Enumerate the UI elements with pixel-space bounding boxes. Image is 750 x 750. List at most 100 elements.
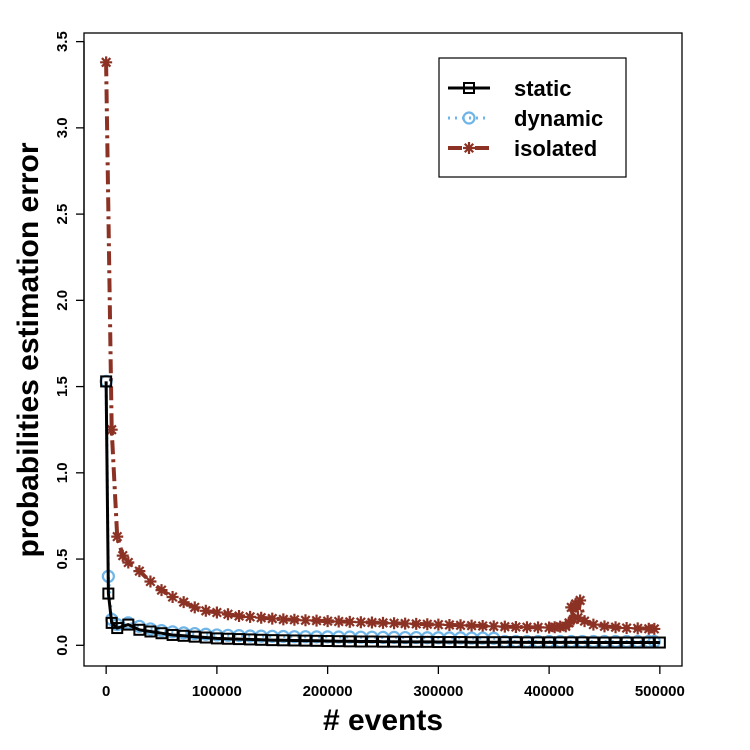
data-point-static — [102, 587, 115, 600]
data-point-isolated — [244, 610, 257, 623]
data-point-static — [277, 634, 290, 647]
y-axis: 0.0 0.5 1.0 1.5 2.0 2.5 3.0 3.5 — [54, 31, 85, 656]
x-tick-label: 0 — [102, 683, 110, 700]
data-point-static — [399, 635, 412, 648]
data-point-isolated — [133, 565, 146, 578]
data-point-static — [244, 633, 257, 646]
data-point-isolated — [410, 617, 423, 630]
data-point-static — [133, 623, 146, 636]
legend-label-static: static — [514, 76, 571, 101]
y-tick-label: 2.0 — [54, 290, 71, 311]
x-tick-label: 300000 — [413, 683, 463, 700]
data-point-static — [288, 634, 301, 647]
data-point-isolated — [520, 621, 533, 634]
data-point-static — [100, 375, 113, 388]
data-point-isolated — [421, 618, 434, 631]
data-point-static — [454, 636, 467, 649]
data-point-isolated — [620, 622, 633, 635]
data-point-isolated — [122, 556, 135, 569]
data-point-isolated — [571, 611, 584, 624]
data-point-static — [609, 636, 622, 649]
series-layer — [99, 56, 666, 649]
data-point-static — [343, 635, 356, 648]
data-point-isolated — [578, 615, 591, 628]
data-point-static — [410, 635, 423, 648]
legend: static dynamic isolated — [438, 57, 627, 178]
data-point-static — [144, 625, 157, 638]
data-point-isolated — [574, 594, 587, 607]
data-point-isolated — [111, 530, 124, 543]
legend-item-dynamic: dynamic — [448, 106, 603, 131]
data-point-isolated — [343, 615, 356, 628]
data-point-static — [332, 635, 345, 648]
data-point-static — [365, 635, 378, 648]
data-point-isolated — [116, 549, 129, 562]
legend-label-isolated: isolated — [514, 136, 597, 161]
data-point-static — [111, 622, 124, 635]
data-point-static — [631, 636, 644, 649]
data-point-isolated — [454, 619, 467, 632]
data-point-isolated — [465, 619, 478, 632]
legend-item-isolated: isolated — [448, 136, 597, 161]
data-point-isolated — [631, 622, 644, 635]
data-point-static — [498, 636, 511, 649]
data-point-isolated — [399, 617, 412, 630]
data-point-isolated — [266, 612, 279, 625]
data-point-static — [155, 627, 168, 640]
series-line-static — [104, 381, 660, 644]
data-point-isolated — [648, 622, 661, 635]
data-point-isolated — [509, 621, 522, 634]
legend-item-static: static — [448, 76, 571, 101]
data-point-isolated — [221, 608, 234, 621]
legend-marker-dynamic — [462, 111, 476, 125]
data-point-isolated — [177, 596, 190, 609]
y-tick-label: 0.0 — [54, 635, 71, 656]
data-point-static — [377, 635, 389, 648]
data-point-static — [487, 636, 500, 649]
data-point-isolated — [377, 616, 389, 629]
data-point-static — [509, 636, 522, 649]
series-isolated — [100, 56, 661, 635]
data-point-static — [354, 635, 367, 648]
data-point-isolated — [155, 584, 168, 597]
data-point-static — [321, 634, 334, 647]
data-point-static — [532, 636, 545, 649]
y-tick-label: 3.5 — [54, 31, 71, 52]
data-point-static — [299, 634, 312, 647]
legend-label-dynamic: dynamic — [514, 106, 603, 131]
data-point-static — [122, 618, 135, 631]
x-tick-label: 200000 — [303, 683, 353, 700]
x-tick-label: 500000 — [635, 683, 685, 700]
data-point-isolated — [609, 621, 622, 634]
y-axis-title: probabilities estimation error — [12, 142, 45, 557]
data-point-isolated — [188, 601, 201, 614]
data-point-static — [432, 636, 445, 649]
data-point-static — [598, 636, 611, 649]
y-tick-label: 1.0 — [54, 462, 71, 483]
data-point-static — [443, 636, 456, 649]
y-tick-label: 2.5 — [54, 204, 71, 225]
data-point-isolated — [310, 614, 323, 627]
data-point-static — [587, 636, 600, 649]
data-point-static — [199, 631, 212, 644]
data-point-static — [266, 634, 279, 647]
data-point-static — [554, 636, 567, 649]
data-point-isolated — [100, 56, 113, 69]
data-point-static — [233, 633, 246, 646]
series-static — [100, 375, 666, 649]
data-point-isolated — [587, 618, 600, 631]
data-point-static — [310, 634, 323, 647]
data-point-isolated — [365, 616, 378, 629]
data-point-static — [576, 636, 589, 649]
x-tick-label: 100000 — [192, 683, 242, 700]
data-point-isolated — [498, 620, 511, 633]
y-tick-label: 3.0 — [54, 117, 71, 138]
data-point-isolated — [332, 615, 345, 628]
data-point-isolated — [443, 618, 456, 631]
x-axis-title: # events — [323, 704, 443, 737]
data-point-static — [188, 630, 201, 643]
legend-marker-isolated — [463, 142, 475, 154]
data-point-isolated — [567, 613, 580, 626]
data-point-isolated — [532, 621, 545, 634]
data-point-static — [210, 632, 223, 645]
